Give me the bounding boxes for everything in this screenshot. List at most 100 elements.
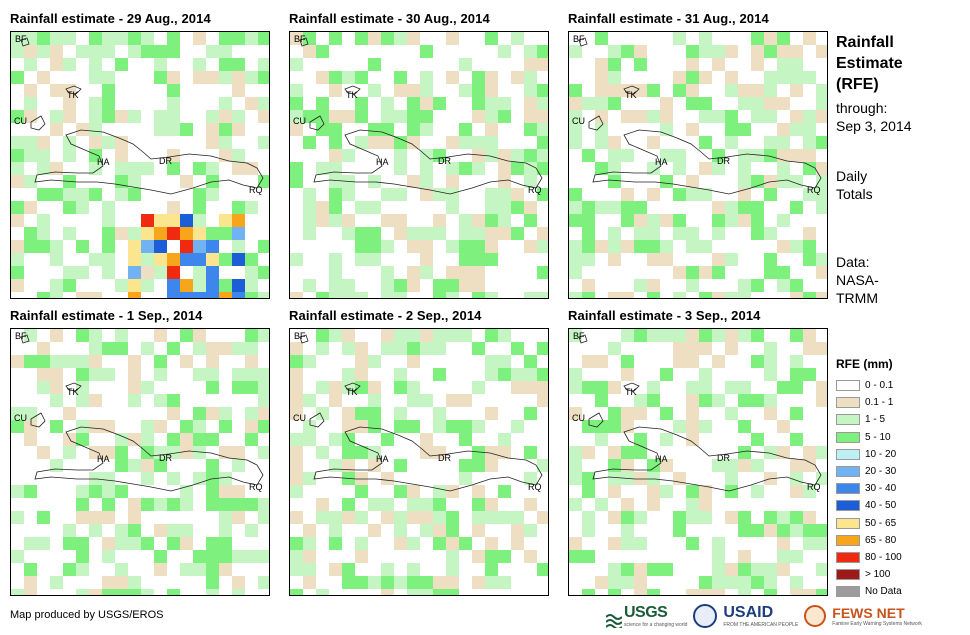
rainfall-cell [608, 162, 621, 175]
rainfall-cell [647, 563, 660, 576]
rainfall-cell [368, 136, 381, 149]
rainfall-cell [485, 537, 498, 550]
legend-label: 0.1 - 1 [865, 397, 894, 409]
rainfall-cell [634, 472, 647, 485]
map-label-dr: DR [159, 453, 172, 463]
rainfall-cell [595, 136, 608, 149]
rainfall-cell [76, 240, 89, 253]
rainfall-cell [381, 472, 394, 485]
rainfall-cell [303, 394, 316, 407]
rainfall-cell [128, 253, 141, 266]
rainfall-cell [569, 537, 582, 550]
rainfall-cell [725, 329, 738, 342]
rainfall-cell [459, 472, 472, 485]
rainfall-cell [167, 227, 180, 240]
rainfall-cell [725, 381, 738, 394]
rainfall-cell [102, 71, 115, 84]
rainfall-cell [24, 58, 37, 71]
rainfall-cell [154, 394, 167, 407]
rainfall-cell [63, 355, 76, 368]
rainfall-cell [89, 524, 102, 537]
rainfall-cell [725, 110, 738, 123]
rainfall-cell [472, 550, 485, 563]
rainfall-cell [245, 279, 258, 292]
fews-net-tagline: Famine Early Warning Systems Network [832, 621, 922, 627]
rainfall-cell [258, 550, 269, 563]
rainfall-cell [608, 201, 621, 214]
rainfall-cell [673, 32, 686, 45]
rainfall-cell [816, 342, 827, 355]
rainfall-cell [498, 188, 511, 201]
rainfall-cell [381, 342, 394, 355]
rainfall-cell [712, 589, 725, 595]
rainfall-cell [193, 214, 206, 227]
map-panel-31aug: BF CU TK HA DR RQ [568, 31, 828, 299]
rainfall-cell [115, 433, 128, 446]
rainfall-cell [816, 381, 827, 394]
rainfall-cell [777, 563, 790, 576]
coastline [578, 334, 588, 344]
rainfall-cell [167, 214, 180, 227]
rainfall-cell [777, 550, 790, 563]
rainfall-cell [37, 537, 50, 550]
rainfall-cell [50, 381, 63, 394]
rainfall-cell [803, 253, 816, 266]
rainfall-cell [368, 58, 381, 71]
rainfall-cell [381, 433, 394, 446]
rainfall-cell [621, 110, 634, 123]
rainfall-cell [446, 175, 459, 188]
rainfall-cell [37, 381, 50, 394]
rainfall-cell [803, 511, 816, 524]
rainfall-cell [446, 266, 459, 279]
rainfall-cell [258, 381, 269, 394]
rainfall-cell [777, 420, 790, 433]
rainfall-cell [206, 459, 219, 472]
rainfall-cell [433, 97, 446, 110]
rainfall-cell [699, 240, 712, 253]
rainfall-cell [777, 240, 790, 253]
rainfall-cell [660, 175, 673, 188]
rainfall-cell [498, 550, 511, 563]
rainfall-cell [394, 84, 407, 97]
rainfall-cell [24, 136, 37, 149]
rainfall-cell [446, 201, 459, 214]
rainfall-cell [433, 511, 446, 524]
coastline [30, 115, 46, 131]
legend-label: 65 - 80 [865, 534, 897, 546]
rainfall-cell [803, 537, 816, 550]
rainfall-cell [803, 149, 816, 162]
rainfall-cell [472, 511, 485, 524]
rainfall-cell [472, 71, 485, 84]
rainfall-cell [764, 97, 777, 110]
rainfall-cell [63, 227, 76, 240]
rainfall-cell [511, 201, 524, 214]
rainfall-cell [141, 253, 154, 266]
rainfall-cell [368, 524, 381, 537]
map-panel-29aug: BF CU TK HA DR RQ [10, 31, 270, 299]
rainfall-cell [303, 576, 316, 589]
rainfall-cell [673, 355, 686, 368]
rainfall-cell [647, 292, 660, 298]
rainfall-cell [329, 175, 342, 188]
rainfall-cell [128, 45, 141, 58]
rainfall-cell [141, 227, 154, 240]
rainfall-cell [472, 136, 485, 149]
rainfall-cell [76, 537, 89, 550]
rainfall-cell [258, 110, 269, 123]
rainfall-cell [63, 407, 76, 420]
rainfall-cell [102, 511, 115, 524]
rainfall-cell [420, 45, 433, 58]
rainfall-cell [712, 201, 725, 214]
rainfall-cell [751, 149, 764, 162]
rainfall-cell [167, 433, 180, 446]
rainfall-cell [511, 537, 524, 550]
rainfall-cell [569, 550, 582, 563]
map-label-tk: TK [625, 90, 637, 100]
rainfall-cell [355, 472, 368, 485]
rainfall-cell [50, 188, 63, 201]
rainfall-cell [50, 576, 63, 589]
rainfall-cell [595, 58, 608, 71]
rainfall-cell [303, 227, 316, 240]
rainfall-cell [420, 240, 433, 253]
rainfall-cell [368, 201, 381, 214]
